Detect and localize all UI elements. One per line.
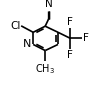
Text: Cl: Cl (10, 21, 21, 31)
Text: F: F (67, 17, 73, 27)
Text: N: N (45, 0, 52, 9)
Text: CH$_3$: CH$_3$ (35, 62, 55, 76)
Text: F: F (67, 50, 73, 60)
Text: F: F (83, 33, 89, 43)
Text: N: N (23, 39, 31, 49)
